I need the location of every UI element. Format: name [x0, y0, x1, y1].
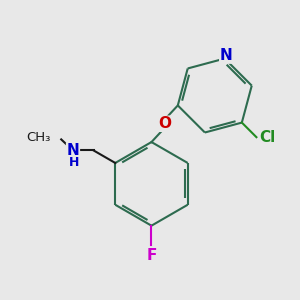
Text: F: F	[146, 248, 157, 263]
Text: CH₃: CH₃	[26, 131, 51, 144]
Text: N: N	[67, 143, 80, 158]
Text: H: H	[69, 156, 80, 169]
Text: O: O	[158, 116, 171, 131]
Text: Cl: Cl	[260, 130, 276, 145]
Text: N: N	[220, 48, 233, 63]
